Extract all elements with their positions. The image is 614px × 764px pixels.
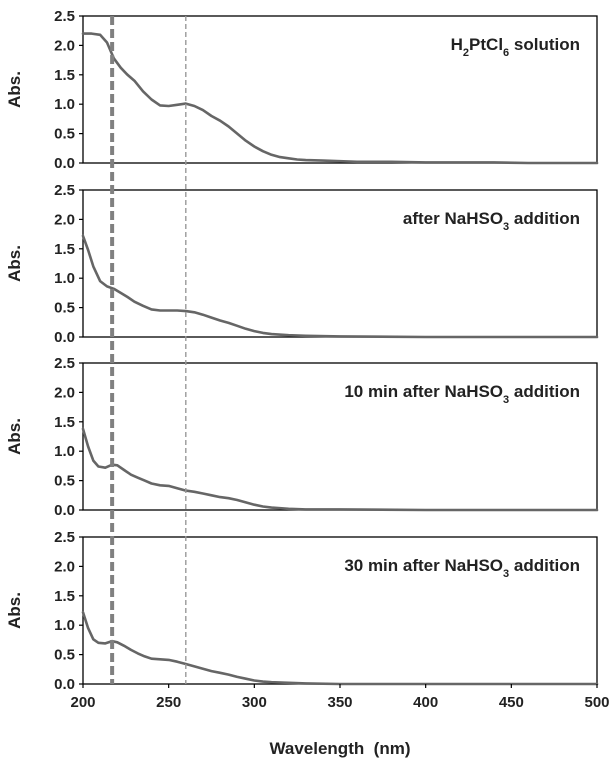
panel-2: 0.0 0.5 1.0 1.5 2.0 2.5 Abs. after NaHSO3 addit… [5,182,599,346]
y-tick-label: 1.5 [54,67,75,84]
panel-3: 0.0 0.5 1.0 1.5 2.0 2.5 Abs. 10 min after NaHSO… [5,355,599,519]
reference-lines-layer [110,16,187,684]
y-tick-label: 1.0 [54,443,75,460]
x-tick-label: 450 [499,694,524,711]
y-tick-label: 1.5 [54,414,75,431]
y-tick-label: 0.0 [54,676,75,693]
x-axis-label: Wavelength (nm) [269,739,410,758]
y-tick-label: 2.5 [54,8,75,25]
y-tick-label: 2.5 [54,529,75,546]
x-tick-label: 350 [327,694,352,711]
y-axis-label: Abs. [5,71,24,108]
y-tick-label: 0.5 [54,647,75,664]
panel-frame [82,15,598,164]
panel-label: 10 min after NaHSO3 addition [344,382,580,406]
x-tick-label: 250 [156,694,181,711]
y-tick-label: 1.0 [54,96,75,113]
y-tick-label: 0.0 [54,155,75,172]
y-tick-label: 0.0 [54,329,75,346]
y-tick-label: 2.5 [54,182,75,199]
absorbance-spectrum-line [81,32,599,165]
y-tick-label: 0.5 [54,126,75,143]
y-tick-label: 2.0 [54,37,75,54]
y-tick-label: 2.0 [54,211,75,228]
x-tick-label: 300 [242,694,267,711]
x-tick-label: 400 [413,694,438,711]
x-tick-label: 500 [584,694,609,711]
panel-4: 0.0 0.5 1.0 1.5 2.0 2.5 Abs. 30 min after NaHSO… [5,529,599,693]
panel-1: 0.0 0.5 1.0 1.5 2.0 2.5 Abs. H2PtCl6 solution [5,8,599,172]
panel-label: after NaHSO3 addition [403,209,580,233]
y-tick-label: 2.5 [54,355,75,372]
y-tick-label: 0.5 [54,300,75,317]
y-tick-label: 2.0 [54,384,75,401]
y-tick-label: 0.0 [54,502,75,519]
y-tick-label: 2.0 [54,558,75,575]
y-tick-label: 1.5 [54,588,75,605]
y-tick-label: 1.5 [54,241,75,258]
absorbance-spectrum-line [81,234,599,339]
y-tick-label: 1.0 [54,617,75,634]
x-axis: 200 250 300 350 400 450 500 [70,684,610,711]
absorbance-spectrum-line [81,611,599,686]
y-tick-label: 0.5 [54,473,75,490]
absorbance-spectrum-line [81,427,599,512]
x-tick-label: 200 [70,694,95,711]
y-tick-label: 1.0 [54,270,75,287]
y-axis-label: Abs. [5,592,24,629]
panel-label: H2PtCl6 solution [451,35,580,59]
y-axis-label: Abs. [5,245,24,282]
y-axis-label: Abs. [5,418,24,455]
panel-label: 30 min after NaHSO3 addition [344,556,580,580]
